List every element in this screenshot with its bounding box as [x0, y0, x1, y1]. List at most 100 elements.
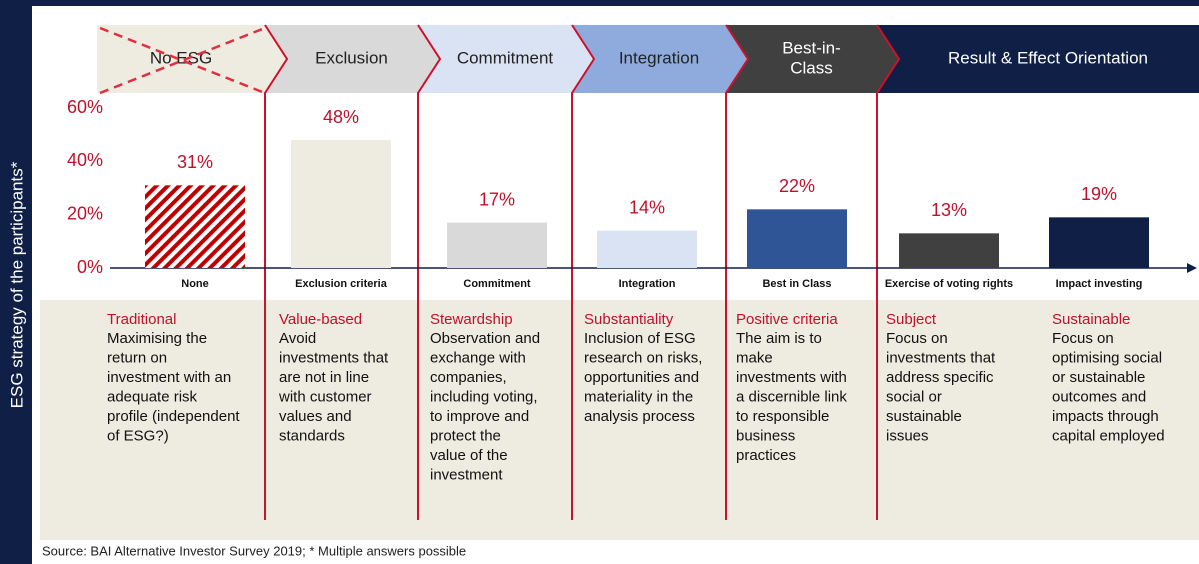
stage-label: Integration	[619, 48, 699, 67]
x-tick-label: None	[181, 278, 209, 290]
description-title: Positive criteria	[736, 311, 838, 328]
description-line: Inclusion of ESG	[584, 330, 696, 347]
side-band	[0, 6, 32, 564]
description-line: analysis process	[584, 408, 695, 425]
description-line: sustainable	[886, 408, 962, 425]
separator	[417, 24, 442, 520]
separator	[264, 24, 289, 520]
description-line: outcomes and	[1052, 388, 1146, 405]
description-title: Value-based	[279, 311, 362, 328]
description-line: Avoid	[279, 330, 316, 347]
description-line: opportunities and	[584, 369, 699, 386]
separator	[571, 24, 596, 520]
stage-label: Class	[790, 58, 833, 77]
description-line: practices	[736, 447, 796, 464]
x-tick-label: Exclusion criteria	[295, 278, 388, 290]
description-line: or sustainable	[1052, 369, 1145, 386]
description-line: to responsible	[736, 408, 829, 425]
bar	[1049, 217, 1149, 268]
y-axis-label: ESG strategy of the participants*	[7, 161, 26, 408]
description-line: materiality in the	[584, 388, 693, 405]
y-tick-label: 20%	[67, 203, 103, 223]
bar	[447, 222, 547, 268]
data-label: 13%	[931, 200, 967, 220]
bar	[747, 209, 847, 268]
description-line: address specific	[886, 369, 994, 386]
description-line: profile (independent	[107, 408, 240, 425]
description-title: Traditional	[107, 311, 176, 328]
data-label: 48%	[323, 107, 359, 127]
description-line: capital employed	[1052, 427, 1165, 444]
description-line: Observation and	[430, 330, 540, 347]
description-line: make	[736, 349, 773, 366]
description-line: adequate risk	[107, 388, 198, 405]
x-tick-label: Impact investing	[1056, 278, 1143, 290]
data-label: 19%	[1081, 184, 1117, 204]
bar	[597, 230, 697, 268]
description-line: social or	[886, 388, 942, 405]
stage-label: Exclusion	[315, 48, 388, 67]
description-line: investment	[430, 466, 503, 483]
stage-arrow	[877, 25, 1199, 93]
description-line: protect the	[430, 427, 501, 444]
separator	[725, 24, 750, 520]
description-title: Subject	[886, 311, 937, 328]
description-line: value of the	[430, 447, 508, 464]
x-tick-label: Integration	[619, 278, 676, 290]
bar	[291, 140, 391, 268]
separator	[876, 24, 901, 520]
description-line: The aim is to	[736, 330, 822, 347]
description-line: a discernible link	[736, 388, 847, 405]
description-line: to improve and	[430, 408, 529, 425]
bar	[145, 185, 245, 268]
description-line: exchange with	[430, 349, 526, 366]
description-title: Substantiality	[584, 311, 674, 328]
description-line: business	[736, 427, 795, 444]
data-label: 31%	[177, 152, 213, 172]
stage-arrow	[572, 25, 748, 93]
description-line: investment with an	[107, 369, 231, 386]
stage-label: Result & Effect Orientation	[948, 48, 1148, 67]
stage-label: No ESG	[150, 48, 212, 67]
description-title: Stewardship	[430, 311, 513, 328]
description-panel	[40, 300, 1199, 540]
description-line: research on risks,	[584, 349, 702, 366]
data-label: 22%	[779, 176, 815, 196]
y-tick-label: 60%	[67, 97, 103, 117]
description-line: investments that	[886, 349, 996, 366]
description-line: investments with	[736, 369, 847, 386]
description-line: Focus on	[1052, 330, 1114, 347]
description-line: optimising social	[1052, 349, 1162, 366]
y-tick-label: 0%	[77, 257, 103, 277]
description-line: return on	[107, 349, 167, 366]
description-line: Focus on	[886, 330, 948, 347]
y-tick-label: 40%	[67, 150, 103, 170]
stage-arrow	[418, 25, 594, 93]
data-label: 14%	[629, 197, 665, 217]
description-line: companies,	[430, 369, 507, 386]
source: Source: BAI Alternative Investor Survey …	[42, 543, 466, 558]
description-line: issues	[886, 427, 929, 444]
description-title: Sustainable	[1052, 311, 1130, 328]
description-line: including voting,	[430, 388, 538, 405]
stage-arrow	[726, 25, 899, 93]
bar	[899, 233, 999, 268]
x-tick-label: Commitment	[463, 278, 531, 290]
stage-arrow	[265, 25, 440, 93]
description-line: investments that	[279, 349, 389, 366]
description-line: values and	[279, 408, 352, 425]
top-rule	[0, 0, 1199, 6]
description-line: of ESG?)	[107, 427, 169, 444]
description-line: with customer	[278, 388, 372, 405]
axis-arrow	[1187, 263, 1197, 273]
description-line: standards	[279, 427, 345, 444]
stage-label: Best-in-	[782, 38, 841, 57]
description-line: impacts through	[1052, 408, 1159, 425]
data-label: 17%	[479, 189, 515, 209]
x-tick-label: Best in Class	[762, 278, 831, 290]
x-tick-label: Exercise of voting rights	[885, 278, 1013, 290]
stage-label: Commitment	[457, 48, 554, 67]
description-line: Maximising the	[107, 330, 207, 347]
description-line: are not in line	[279, 369, 369, 386]
